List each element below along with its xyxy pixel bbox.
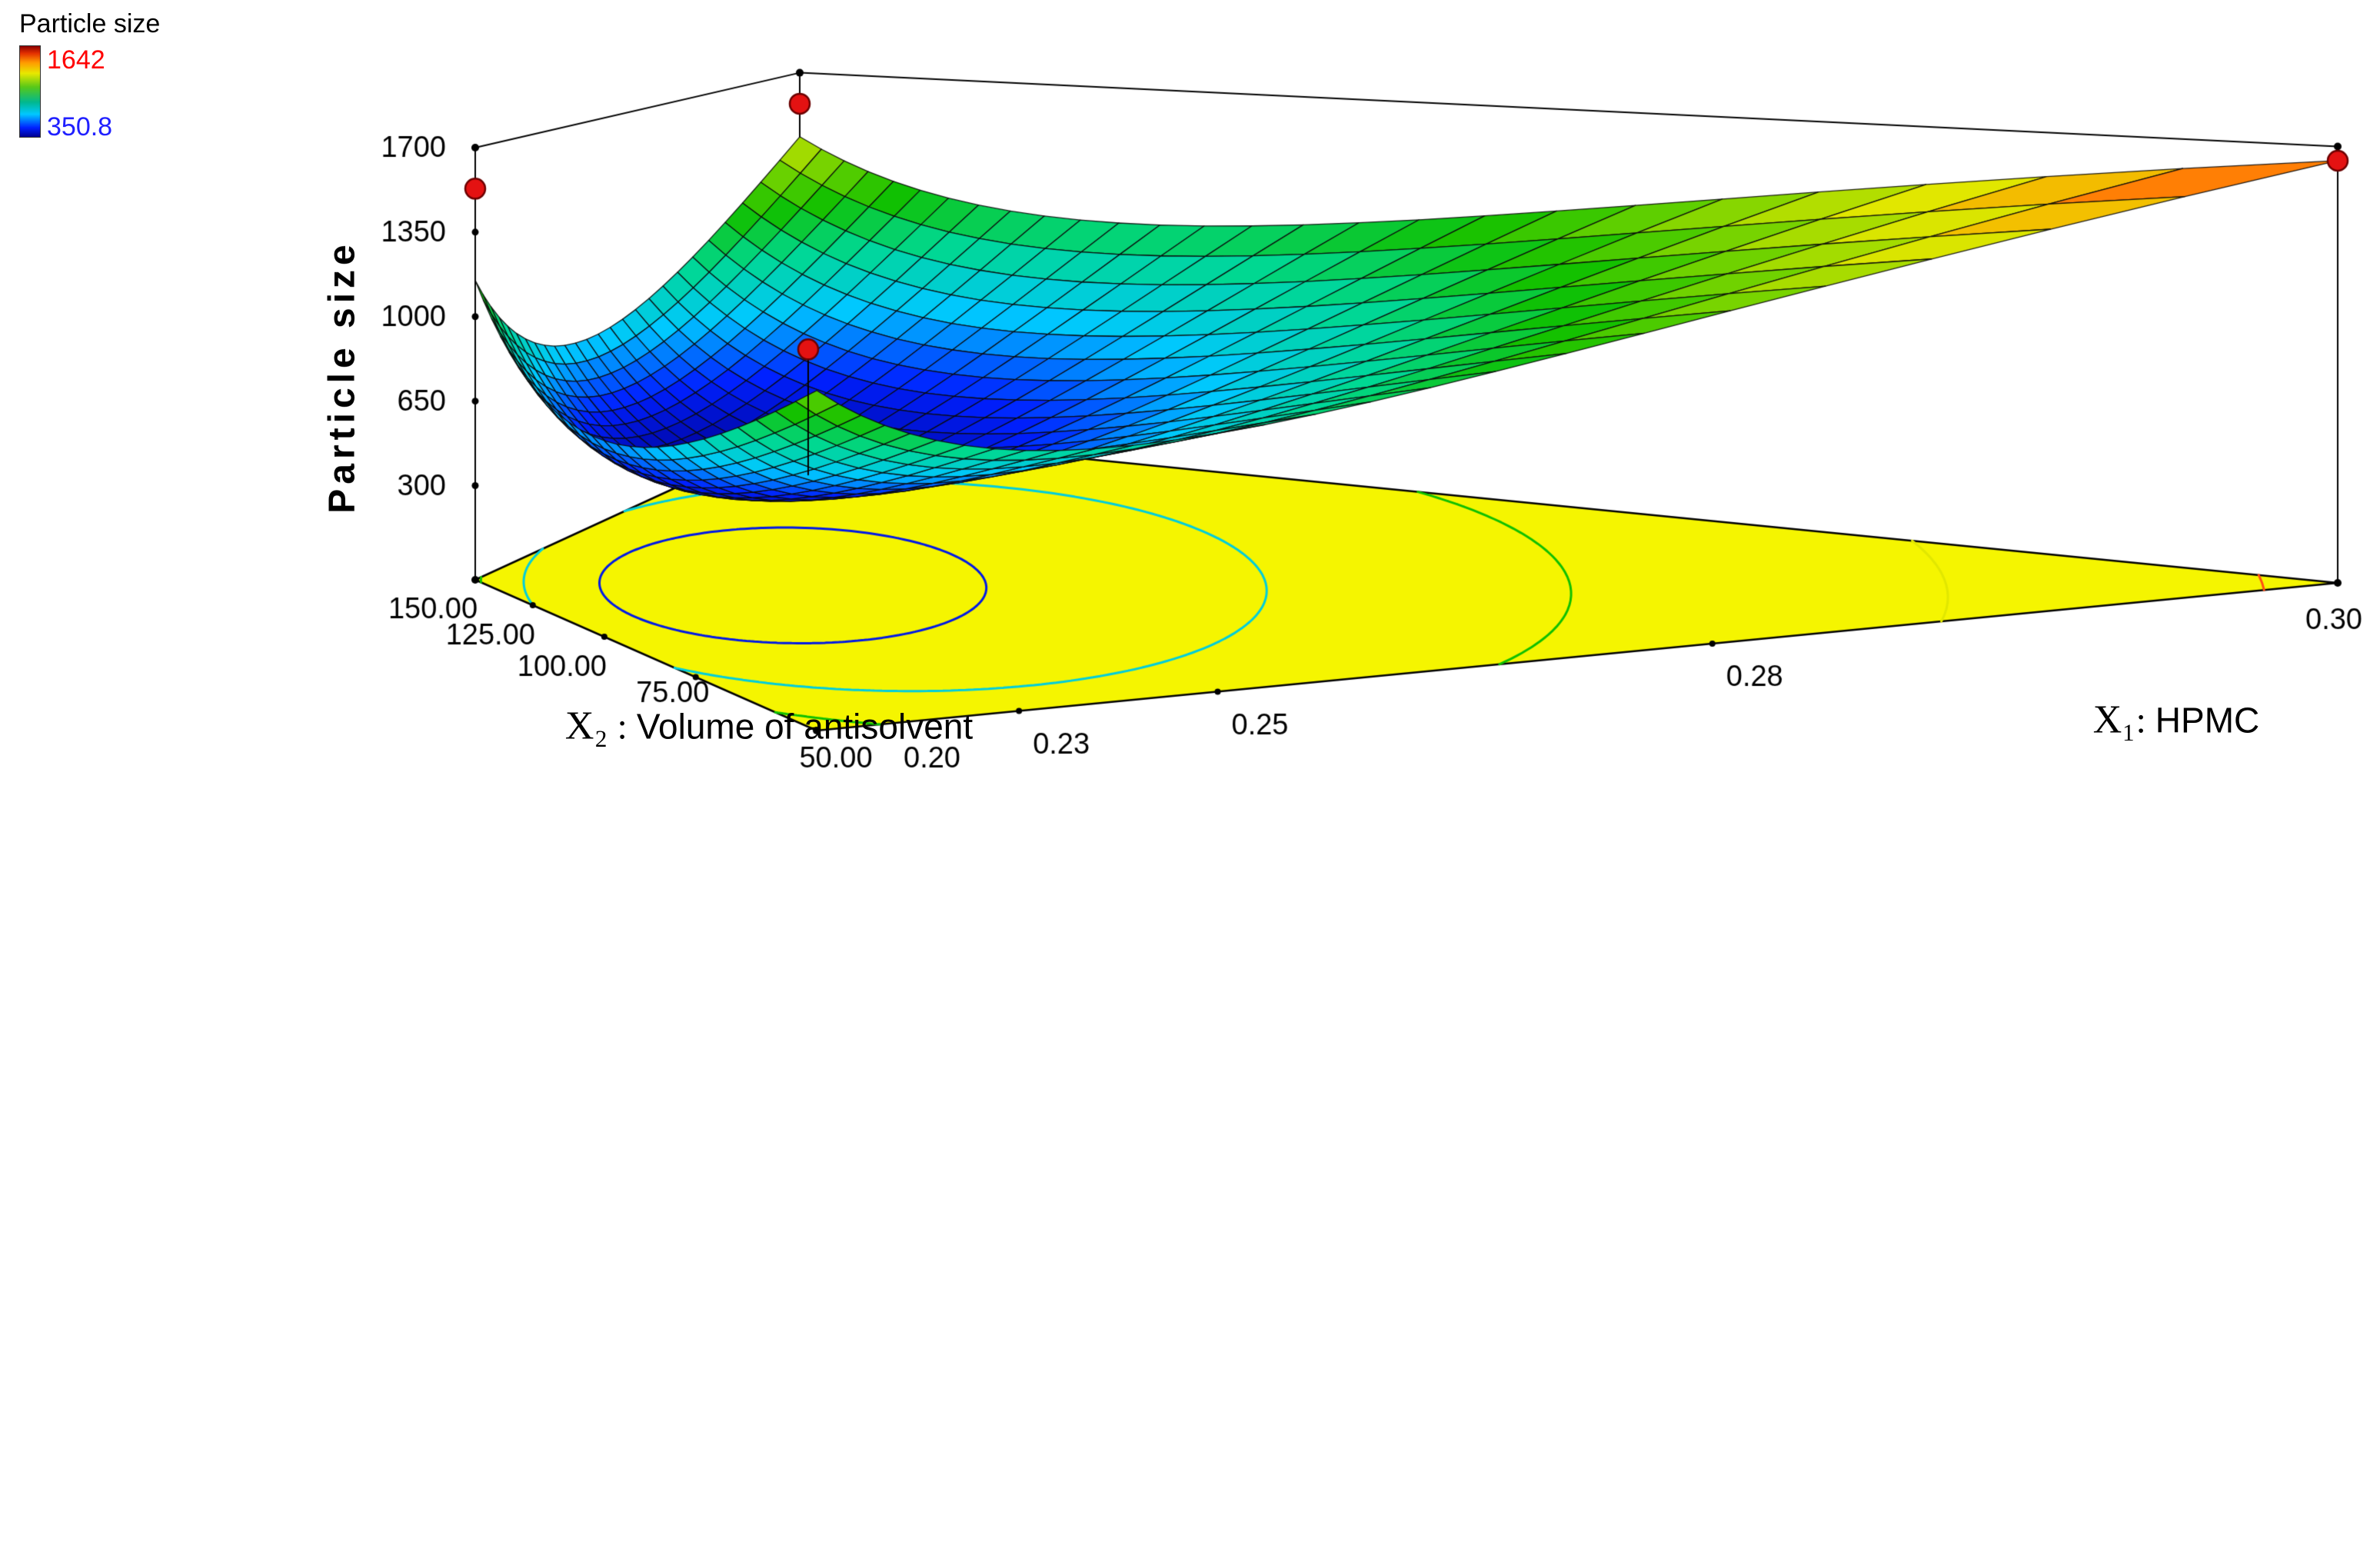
- z-axis-title: Particle size: [321, 240, 363, 514]
- legend-colorbar: [19, 45, 41, 138]
- legend-title: Particle size: [19, 9, 161, 38]
- legend-max-value: 1642: [47, 45, 105, 75]
- x2-axis-name: Volume of antisolvent: [636, 706, 974, 747]
- x1-axis-title: X₁: HPMC: [2093, 697, 2259, 743]
- x2-axis-title: X₂ : Volume of antisolvent: [565, 704, 973, 749]
- legend-min-value: 350.8: [47, 112, 113, 141]
- x2-axis-separator: :: [607, 706, 637, 747]
- x1-axis-name: HPMC: [2155, 700, 2260, 741]
- x1-axis-variable: X₁: [2092, 697, 2136, 742]
- x1-axis-separator: :: [2135, 700, 2155, 741]
- x2-axis-variable: X₂: [564, 704, 608, 748]
- legend-body: 1642 350.8: [19, 45, 160, 142]
- legend: Particle size 1642 350.8: [19, 9, 160, 142]
- legend-values: 1642 350.8: [47, 45, 112, 142]
